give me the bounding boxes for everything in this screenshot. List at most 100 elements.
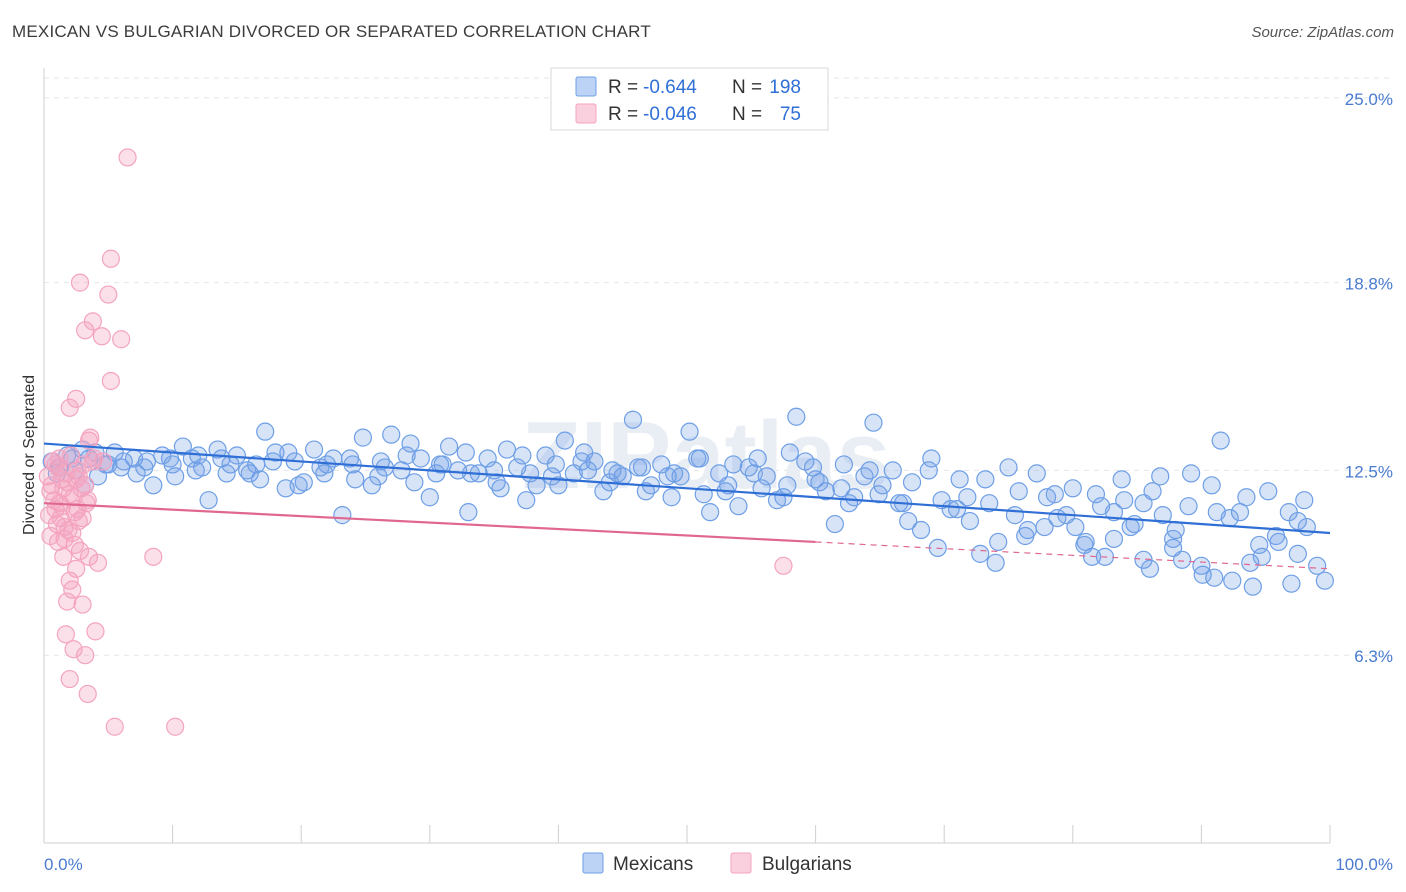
data-point-mexicans: [1134, 494, 1153, 513]
data-point-mexicans: [294, 473, 313, 492]
data-point-bulgarians: [79, 547, 99, 566]
data-point-mexicans: [420, 488, 439, 507]
data-point-mexicans: [186, 461, 205, 480]
data-point-mexicans: [1205, 568, 1224, 587]
trend-line-bulgarians: [43, 502, 816, 544]
data-point-bulgarians: [73, 595, 92, 614]
data-point-mexicans: [636, 482, 655, 501]
data-point-mexicans: [1282, 574, 1301, 593]
watermark: ZIPatlas: [522, 402, 890, 509]
data-point-mexicans: [729, 497, 748, 516]
data-point-bulgarians: [52, 470, 72, 489]
data-point-mexicans: [1115, 491, 1134, 510]
data-point-mexicans: [144, 476, 163, 495]
data-point-mexicans: [346, 470, 365, 489]
data-point-bulgarians: [105, 717, 124, 736]
y-ticks: 6.3% 12.5% 18.8% 25.0%: [1345, 90, 1393, 666]
legend-r-value-1: -0.046: [643, 104, 697, 125]
y-tick-label: 25.0%: [1345, 90, 1393, 109]
data-point-mexicans: [883, 461, 902, 480]
data-point-mexicans: [860, 461, 879, 480]
legend-n-value-0: 198: [769, 77, 801, 98]
data-point-bulgarians: [83, 452, 102, 471]
chart-title: MEXICAN VS BULGARIAN DIVORCED OR SEPARAT…: [12, 22, 651, 41]
data-point-mexicans: [787, 407, 806, 426]
data-point-mexicans: [546, 455, 565, 474]
bottom-legend-swatch-bulgarians: [730, 852, 752, 874]
data-point-mexicans: [1250, 535, 1269, 555]
bottom-legend-swatch-mexicans: [582, 852, 604, 874]
data-point-bulgarians: [60, 485, 79, 504]
data-point-mexicans: [353, 428, 373, 447]
data-point-bulgarians: [56, 625, 75, 644]
data-point-bulgarians: [64, 640, 83, 659]
data-point-bulgarians: [78, 684, 97, 704]
trend-lines: [43, 442, 1331, 570]
data-point-bulgarians: [76, 476, 95, 495]
data-point-mexicans: [1035, 517, 1054, 537]
data-point-mexicans: [382, 425, 401, 444]
data-point-bulgarians: [70, 273, 90, 292]
trend-line-extension-bulgarians: [815, 541, 1331, 570]
data-point-mexicans: [701, 503, 720, 522]
y-tick-label: 6.3%: [1354, 647, 1393, 666]
data-point-bulgarians: [65, 535, 84, 555]
data-point-mexicans: [1005, 506, 1025, 525]
data-point-mexicans: [1173, 550, 1192, 569]
data-point-mexicans: [304, 440, 324, 459]
data-point-bulgarians: [73, 508, 92, 528]
data-point-mexicans: [289, 476, 308, 495]
data-point-mexicans: [439, 437, 459, 456]
data-point-mexicans: [922, 449, 941, 468]
data-point-bulgarians: [88, 553, 108, 572]
data-point-mexicans: [1288, 511, 1307, 531]
data-point-mexicans: [941, 500, 960, 519]
data-point-mexicans: [680, 422, 699, 441]
data-point-mexicans: [748, 449, 767, 468]
data-point-mexicans: [976, 470, 995, 489]
data-point-mexicans: [585, 452, 604, 471]
data-point-mexicans: [1202, 476, 1221, 495]
trend-line-mexicans: [43, 442, 1331, 535]
data-point-mexicans: [427, 464, 446, 483]
data-point-bulgarians: [55, 517, 74, 537]
data-point-mexicans: [958, 488, 977, 507]
data-point-mexicans: [112, 458, 131, 477]
data-point-bulgarians: [774, 556, 793, 575]
data-point-mexicans: [1091, 497, 1111, 516]
data-point-bulgarians: [94, 452, 113, 471]
data-point-mexicans: [803, 458, 823, 477]
data-point-mexicans: [825, 514, 844, 534]
data-point-mexicans: [1288, 544, 1307, 563]
data-point-mexicans: [459, 503, 478, 522]
data-point-mexicans: [1009, 482, 1028, 501]
data-point-mexicans: [950, 470, 969, 489]
data-point-mexicans: [864, 413, 883, 432]
data-point-mexicans: [333, 506, 352, 525]
data-point-mexicans: [1211, 431, 1230, 450]
bottom-legend-label-mexicans: Mexicans: [613, 854, 693, 875]
data-point-bulgarians: [101, 371, 120, 391]
data-point-mexicans: [724, 455, 743, 474]
data-point-bulgarians: [42, 476, 61, 495]
legend-r-label-0: R =: [608, 77, 638, 98]
data-point-mexicans: [1112, 470, 1131, 489]
data-point-mexicans: [549, 476, 568, 495]
legend-n-label-0: N =: [732, 77, 762, 98]
data-point-mexicans: [623, 410, 643, 429]
data-point-mexicans: [340, 449, 360, 468]
data-point-mexicans: [212, 449, 231, 468]
legend-r-value-0: -0.644: [643, 77, 697, 98]
grid-lines: [44, 77, 1393, 656]
data-point-mexicans: [902, 473, 922, 492]
data-point-bulgarians: [67, 389, 86, 408]
bottom-legend-label-bulgarians: Bulgarians: [762, 854, 852, 875]
data-point-mexicans: [1016, 526, 1035, 546]
data-point-mexicans: [873, 476, 892, 495]
data-point-mexicans: [137, 452, 156, 471]
data-point-bulgarians: [81, 428, 100, 447]
data-point-bulgarians: [70, 541, 90, 560]
data-point-mexicans: [1166, 520, 1185, 540]
data-point-bulgarians: [60, 669, 79, 689]
